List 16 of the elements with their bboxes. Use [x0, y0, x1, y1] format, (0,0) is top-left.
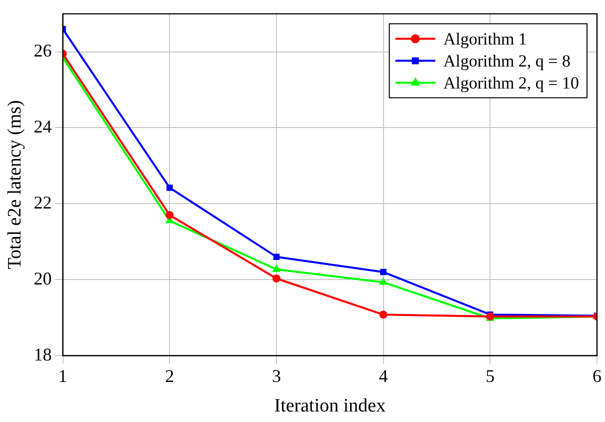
legend-label: Algorithm 2, q = 10 — [443, 73, 580, 92]
x-tick-label: 5 — [486, 366, 495, 386]
x-tick-label: 6 — [592, 366, 602, 386]
x-tick-label: 4 — [378, 366, 388, 386]
x-tick-label: 2 — [165, 366, 174, 386]
x-tick-label: 3 — [272, 366, 281, 386]
y-tick-label: 18 — [34, 344, 52, 364]
x-axis-title: Iteration index — [274, 396, 386, 417]
legend-label: Algorithm 1 — [443, 29, 527, 48]
y-tick-label: 20 — [34, 268, 52, 288]
y-tick-label: 24 — [34, 116, 52, 136]
x-tick-label: 1 — [58, 366, 68, 386]
y-tick-label: 22 — [34, 192, 52, 212]
legend-label: Algorithm 2, q = 8 — [443, 51, 571, 70]
y-tick-label: 26 — [34, 40, 52, 61]
y-axis-title: Total e2e latency (ms) — [4, 100, 26, 270]
